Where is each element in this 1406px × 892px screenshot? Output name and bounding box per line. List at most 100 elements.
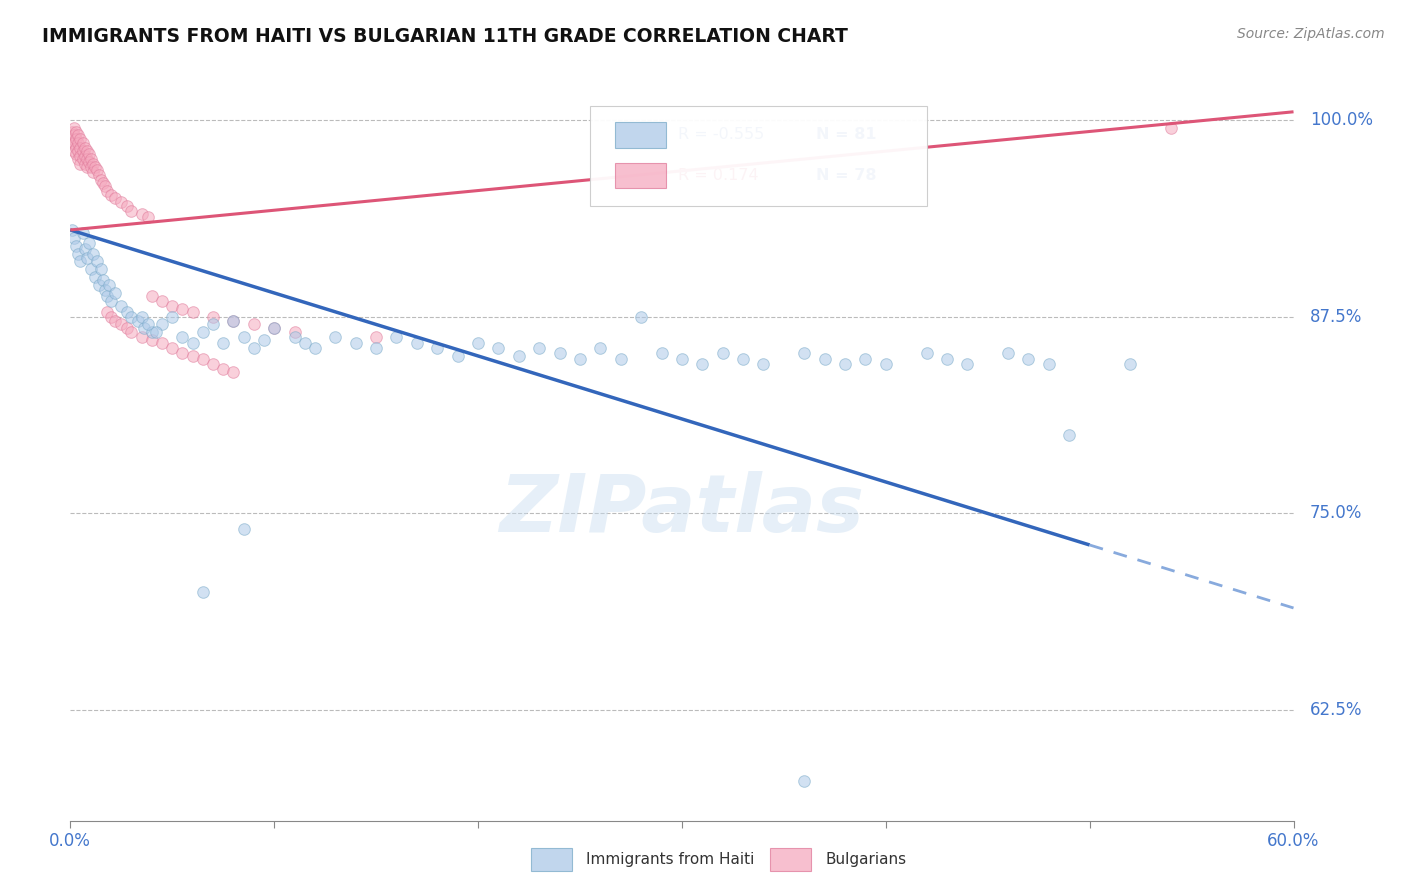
Text: Immigrants from Haiti: Immigrants from Haiti <box>586 853 755 867</box>
Point <box>834 357 856 371</box>
Text: ZIPatlas: ZIPatlas <box>499 471 865 549</box>
Point <box>94 178 117 193</box>
Point <box>87 168 110 182</box>
Point <box>141 326 163 340</box>
Point <box>232 522 254 536</box>
Point <box>793 346 815 360</box>
Point <box>172 301 194 316</box>
Point <box>63 231 86 245</box>
Point <box>73 242 96 256</box>
FancyBboxPatch shape <box>614 163 666 188</box>
Point <box>63 120 86 135</box>
Point <box>263 320 285 334</box>
Point <box>90 172 112 186</box>
Point <box>69 141 91 155</box>
Point <box>212 361 235 376</box>
Point <box>202 357 225 371</box>
Point <box>426 341 449 355</box>
Point <box>232 330 254 344</box>
Point <box>110 194 132 209</box>
Point <box>76 160 98 174</box>
Point <box>121 204 143 219</box>
Point <box>191 585 214 599</box>
Point <box>956 357 979 371</box>
Point <box>366 341 388 355</box>
Point <box>73 157 96 171</box>
Point <box>82 157 104 171</box>
Point <box>117 305 139 319</box>
Text: Source: ZipAtlas.com: Source: ZipAtlas.com <box>1237 27 1385 41</box>
Text: 62.5%: 62.5% <box>1310 701 1362 719</box>
Point <box>117 320 139 334</box>
Point <box>91 176 114 190</box>
Point <box>589 341 612 355</box>
Point <box>304 341 326 355</box>
Point <box>67 128 90 143</box>
Point <box>63 136 86 151</box>
Point <box>98 278 121 293</box>
Point <box>508 349 530 363</box>
Point <box>72 144 94 158</box>
Point <box>162 310 183 324</box>
Point <box>65 131 87 145</box>
Point <box>467 336 489 351</box>
Point <box>145 326 167 340</box>
Point <box>65 147 87 161</box>
Point <box>67 136 90 151</box>
Point <box>222 314 245 328</box>
Point <box>690 357 713 371</box>
Point <box>162 299 183 313</box>
Point <box>323 330 347 344</box>
Point <box>294 336 316 351</box>
Point <box>222 365 245 379</box>
Point <box>202 310 225 324</box>
Text: 100.0%: 100.0% <box>1310 111 1372 128</box>
Point <box>711 346 734 360</box>
Point <box>77 147 100 161</box>
Point <box>117 199 139 213</box>
FancyBboxPatch shape <box>614 122 666 148</box>
Point <box>82 164 104 178</box>
Point <box>568 352 592 367</box>
Point <box>100 188 122 202</box>
Point <box>104 285 127 300</box>
Point <box>63 128 86 143</box>
Point <box>1119 357 1142 371</box>
Point <box>72 136 94 151</box>
Point <box>253 333 276 347</box>
Point <box>79 160 103 174</box>
Point <box>529 341 551 355</box>
Point <box>104 191 127 205</box>
Point <box>1018 352 1040 367</box>
Point <box>1057 427 1080 442</box>
Point <box>76 252 98 266</box>
Point <box>936 352 959 367</box>
Point <box>91 273 114 287</box>
FancyBboxPatch shape <box>591 106 927 206</box>
Point <box>447 349 470 363</box>
Point <box>86 163 108 178</box>
Point <box>96 289 118 303</box>
Point <box>385 330 408 344</box>
Point <box>72 226 94 240</box>
Point <box>243 341 266 355</box>
Point <box>752 357 775 371</box>
Point <box>60 223 83 237</box>
Point <box>100 293 122 308</box>
Point <box>172 330 194 344</box>
Point <box>90 262 112 277</box>
Text: 87.5%: 87.5% <box>1310 308 1362 326</box>
Point <box>150 336 173 351</box>
Text: N = 81: N = 81 <box>817 127 877 142</box>
Point <box>73 149 96 163</box>
Point <box>610 352 633 367</box>
Point <box>86 254 108 268</box>
Point <box>202 318 225 332</box>
Point <box>121 326 143 340</box>
Point <box>83 270 105 285</box>
Point <box>855 352 877 367</box>
Point <box>60 131 83 145</box>
Point <box>127 314 149 328</box>
Point <box>69 254 91 268</box>
Point <box>172 346 194 360</box>
